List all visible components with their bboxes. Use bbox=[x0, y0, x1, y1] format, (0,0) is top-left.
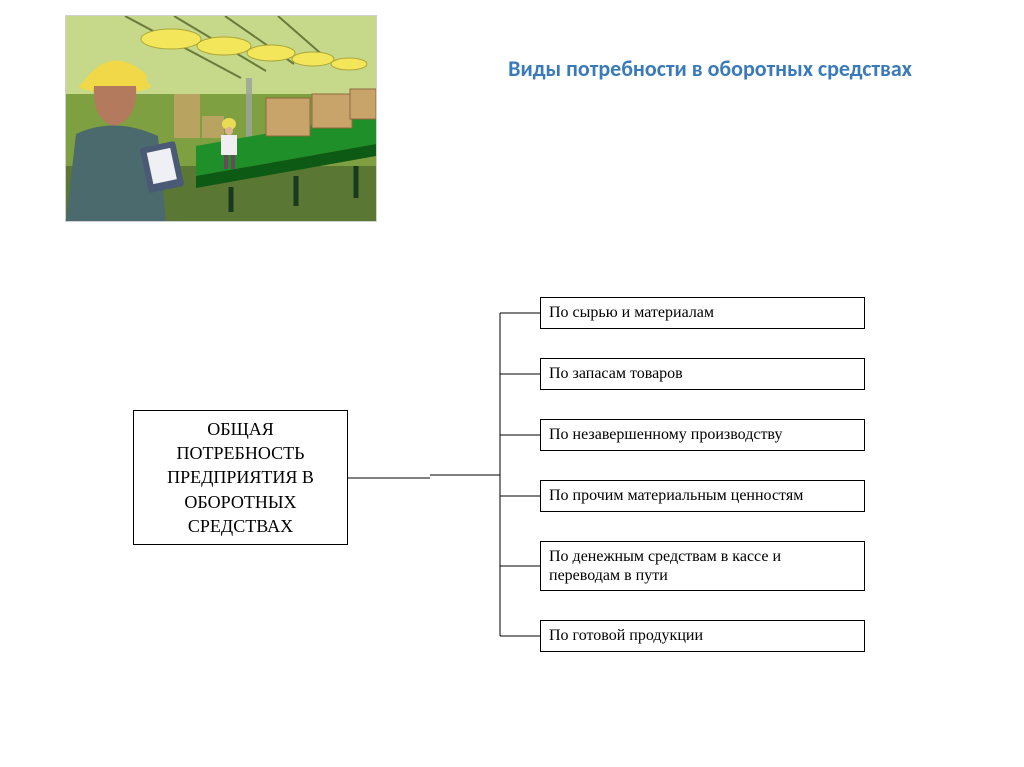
diagram-child-box: По запасам товаров bbox=[540, 358, 865, 390]
warehouse-illustration-svg bbox=[66, 16, 376, 221]
diagram-child-box: По прочим материальным ценностям bbox=[540, 480, 865, 512]
slide-title: Виды потребности в оборотных средствах bbox=[470, 55, 950, 83]
diagram-child-box: По денежным средствам в кассе и перевода… bbox=[540, 541, 865, 591]
diagram-root-box: ОБЩАЯПОТРЕБНОСТЬПРЕДПРИЯТИЯ ВОБОРОТНЫХСР… bbox=[133, 410, 348, 545]
diagram-child-box: По сырью и материалам bbox=[540, 297, 865, 329]
diagram-child-box: По незавершенному производству bbox=[540, 419, 865, 451]
slide-illustration bbox=[65, 15, 377, 222]
diagram-child-box: По готовой продукции bbox=[540, 620, 865, 652]
